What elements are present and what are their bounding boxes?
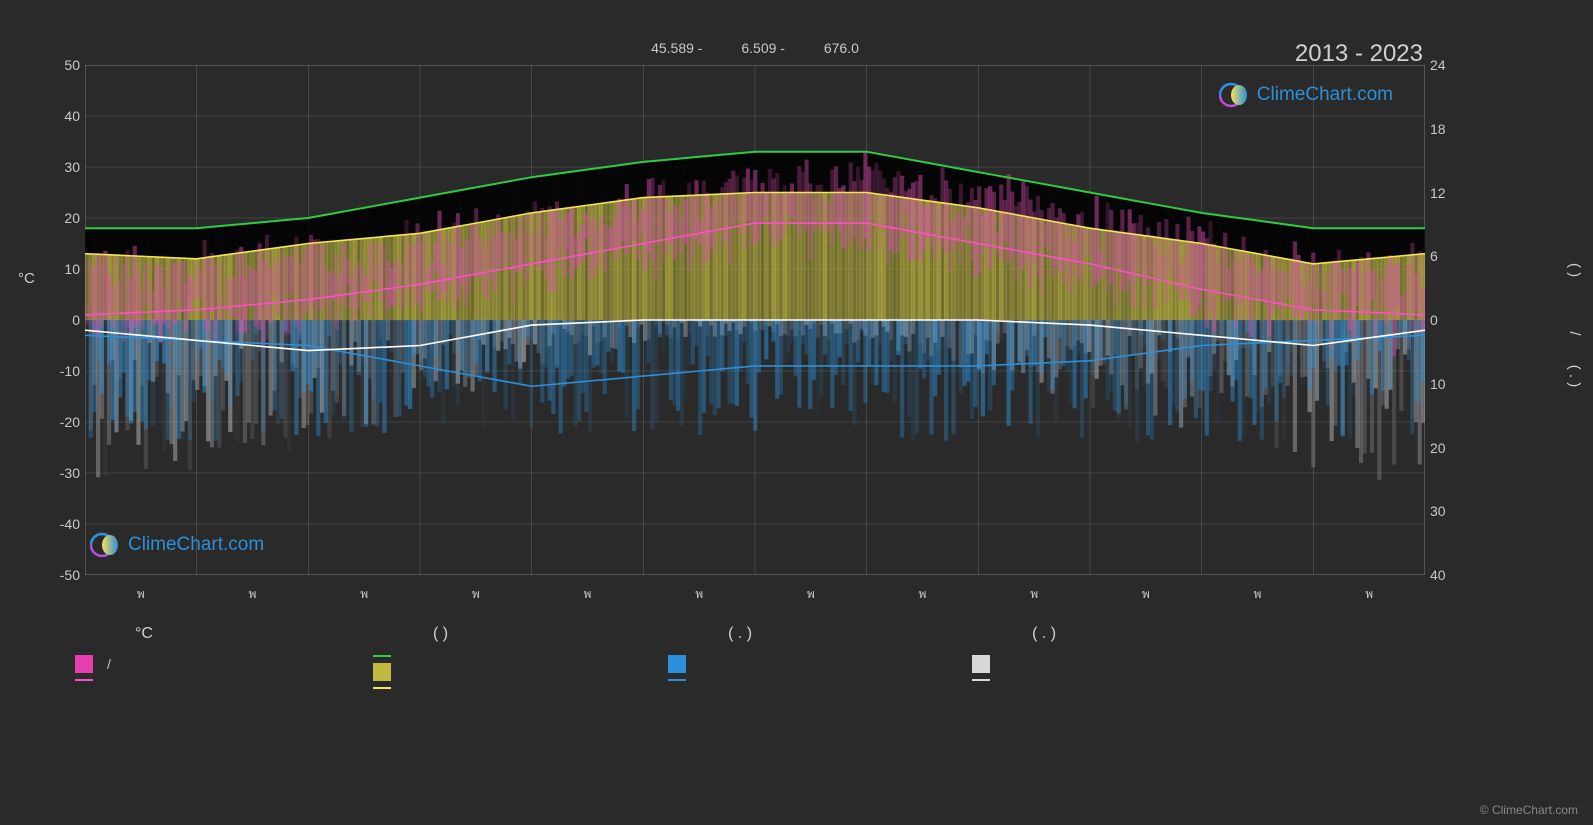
y-tick-left: -40 — [45, 516, 80, 532]
brand-text: ClimeChart.com — [128, 534, 264, 556]
legend-swatch — [972, 655, 990, 673]
y-tick-left: 30 — [45, 159, 80, 175]
legend-swatch — [373, 655, 391, 657]
y-tick-right: 12 — [1430, 185, 1465, 201]
y-axis-left-label: °C — [18, 270, 35, 287]
legend-swatch — [668, 679, 686, 681]
x-tick-month: พ — [249, 585, 257, 604]
brand-logo-top: ClimeChart.com — [1219, 80, 1393, 110]
lat-value: 45.589 - — [651, 40, 702, 56]
y-tick-left: 0 — [45, 312, 80, 328]
legend-column: °C / — [75, 625, 153, 689]
climate-chart: -50-40-30-20-100102030405006121824102030… — [85, 65, 1425, 575]
x-tick-month: พ — [584, 585, 592, 604]
legend-swatch — [972, 679, 990, 681]
y-tick-right: 6 — [1430, 248, 1465, 264]
legend-swatch — [75, 679, 93, 681]
x-tick-month: พ — [1365, 585, 1373, 604]
y-tick-right: 18 — [1430, 121, 1465, 137]
legend-header: ( ) — [433, 625, 448, 643]
legend-item — [75, 679, 153, 681]
legend-item — [373, 663, 448, 681]
year-range: 2013 - 2023 — [1295, 40, 1423, 68]
y-tick-right: 20 — [1430, 440, 1465, 456]
y-tick-right: 0 — [1430, 312, 1465, 328]
y-tick-left: -30 — [45, 465, 80, 481]
y-axis-right-label: ( ) / ( . ) — [1566, 70, 1583, 580]
legend-item — [373, 687, 448, 689]
y-tick-left: -10 — [45, 363, 80, 379]
x-tick-month: พ — [137, 585, 145, 604]
brand-logo-bottom: ClimeChart.com — [90, 530, 264, 560]
legend-header: ( . ) — [1032, 625, 1056, 643]
y-tick-right: 10 — [1430, 376, 1465, 392]
legend-item — [972, 655, 1056, 673]
legend-item — [373, 655, 448, 657]
y-tick-right: 24 — [1430, 57, 1465, 73]
x-tick-month: พ — [919, 585, 927, 604]
legend-swatch — [373, 687, 391, 689]
legend-column: ( . ) — [668, 625, 752, 689]
x-tick-month: พ — [360, 585, 368, 604]
chart-svg — [85, 65, 1425, 575]
legend: °C / ( ) ( . ) ( . ) — [75, 625, 1535, 689]
y-tick-left: -50 — [45, 567, 80, 583]
y-tick-right: 30 — [1430, 503, 1465, 519]
x-tick-month: พ — [1030, 585, 1038, 604]
legend-label: / — [107, 656, 111, 672]
legend-column: ( ) — [373, 625, 448, 689]
x-tick-month: พ — [807, 585, 815, 604]
legend-header: °C — [135, 625, 153, 643]
alt-value: 676.0 — [824, 40, 859, 56]
legend-swatch — [75, 655, 93, 673]
legend-column: ( . ) — [972, 625, 1056, 689]
brand-text: ClimeChart.com — [1257, 84, 1393, 106]
legend-item — [668, 679, 752, 681]
y-tick-left: 40 — [45, 108, 80, 124]
y-tick-left: 20 — [45, 210, 80, 226]
legend-item — [972, 679, 1056, 681]
y-tick-left: -20 — [45, 414, 80, 430]
legend-item — [668, 655, 752, 673]
lon-value: 6.509 - — [741, 40, 785, 56]
x-tick-month: พ — [695, 585, 703, 604]
brand-icon — [1219, 80, 1249, 110]
legend-item: / — [75, 655, 153, 673]
brand-icon — [90, 530, 120, 560]
x-tick-month: พ — [472, 585, 480, 604]
y-tick-right: 40 — [1430, 567, 1465, 583]
y-tick-left: 50 — [45, 57, 80, 73]
legend-swatch — [668, 655, 686, 673]
copyright: © ClimeChart.com — [1480, 803, 1578, 817]
x-tick-month: พ — [1142, 585, 1150, 604]
header-coords: 45.589 - 6.509 - 676.0 — [85, 40, 1425, 60]
x-tick-month: พ — [1254, 585, 1262, 604]
legend-swatch — [373, 663, 391, 681]
y-tick-left: 10 — [45, 261, 80, 277]
legend-header: ( . ) — [728, 625, 752, 643]
